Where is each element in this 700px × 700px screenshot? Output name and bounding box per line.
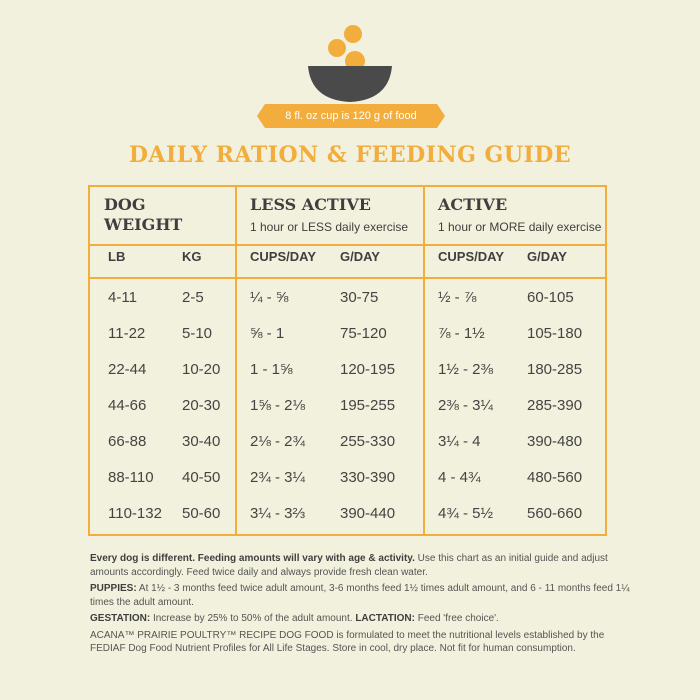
cell-kg: 50-60 (182, 505, 221, 522)
cell-g-less: 195-255 (340, 397, 396, 414)
cell-g-less: 30-75 (340, 289, 379, 306)
footer-product-note: ACANA™ PRAIRIE POULTRY™ RECIPE DOG FOOD … (90, 629, 605, 655)
feeding-table: DOG WEIGHT LESS ACTIVE 1 hour or LESS da… (88, 185, 607, 536)
table-row: 88-110 40-50 2¾ - 3¼ 330-390 4 - 4¾ 480-… (90, 463, 605, 493)
cell-kg: 30-40 (182, 433, 221, 450)
cell-cups-less: ⅝ - 1 (250, 325, 285, 342)
cell-cups-active: ⅞ - 1½ (438, 325, 485, 342)
table-row: 4-11 2-5 ¼ - ⅝ 30-75 ½ - ⅞ 60-105 (90, 283, 605, 313)
cell-g-active: 285-390 (527, 397, 583, 414)
footer-general-bold: Every dog is different. Feeding amounts … (90, 553, 415, 564)
footer-gestation-note: GESTATION: Increase by 25% to 50% of the… (90, 612, 630, 626)
cell-cups-active: 2⅜ - 3¼ (438, 397, 494, 414)
cell-kg: 2-5 (182, 289, 204, 306)
table-row: 11-22 5-10 ⅝ - 1 75-120 ⅞ - 1½ 105-180 (90, 319, 605, 349)
footer-gestation-text: Increase by 25% to 50% of the adult amou… (150, 613, 356, 624)
cell-cups-active: ½ - ⅞ (438, 289, 477, 306)
column-header-cups-active: CUPS/DAY (438, 249, 504, 264)
column-header-cups-less: CUPS/DAY (250, 249, 316, 264)
dog-weight-line1: DOG (104, 195, 146, 214)
footer-lactation-bold: LACTATION: (355, 613, 415, 624)
cell-lb: 66-88 (108, 433, 147, 450)
cell-g-less: 75-120 (340, 325, 387, 342)
table-divider (90, 277, 605, 279)
footer-lactation-text: Feed 'free choice'. (414, 613, 499, 624)
dog-weight-header: DOG WEIGHT (104, 195, 182, 235)
less-active-header: LESS ACTIVE (250, 195, 371, 214)
cell-cups-less: ¼ - ⅝ (250, 289, 289, 306)
cell-cups-less: 3¼ - 3⅔ (250, 505, 306, 522)
column-header-lb: LB (108, 249, 126, 264)
less-active-subtitle: 1 hour or LESS daily exercise (250, 220, 409, 234)
footer-general-note: Every dog is different. Feeding amounts … (90, 552, 630, 579)
cell-kg: 20-30 (182, 397, 221, 414)
footer-notes: Every dog is different. Feeding amounts … (90, 552, 630, 659)
cell-g-active: 560-660 (527, 505, 583, 522)
cell-g-less: 120-195 (340, 361, 396, 378)
cell-g-active: 480-560 (527, 469, 583, 486)
cell-lb: 22-44 (108, 361, 147, 378)
cell-lb: 44-66 (108, 397, 147, 414)
cell-kg: 5-10 (182, 325, 213, 342)
food-bowl-icon (305, 24, 395, 110)
cup-conversion-text: 8 fl. oz cup is 120 g of food (285, 110, 417, 122)
active-header: ACTIVE (438, 195, 508, 214)
table-row: 22-44 10-20 1 - 1⅝ 120-195 1½ - 2⅜ 180-2… (90, 355, 605, 385)
cell-g-active: 390-480 (527, 433, 583, 450)
cell-g-active: 180-285 (527, 361, 583, 378)
cell-cups-less: 1 - 1⅝ (250, 361, 293, 378)
cell-cups-active: 3¼ - 4 (438, 433, 481, 450)
footer-puppies-text: At 1½ - 3 months feed twice adult amount… (90, 583, 630, 608)
cell-cups-less: 2⅛ - 2¾ (250, 433, 306, 450)
cup-conversion-badge: 8 fl. oz cup is 120 g of food (257, 104, 445, 128)
column-header-g-active: G/DAY (527, 249, 567, 264)
column-header-g-less: G/DAY (340, 249, 380, 264)
table-row: 66-88 30-40 2⅛ - 2¾ 255-330 3¼ - 4 390-4… (90, 427, 605, 457)
footer-puppies-note: PUPPIES: At 1½ - 3 months feed twice adu… (90, 582, 630, 609)
cell-lb: 11-22 (108, 325, 146, 342)
cell-cups-active: 4¾ - 5½ (438, 505, 494, 522)
cell-cups-active: 1½ - 2⅜ (438, 361, 494, 378)
cell-lb: 88-110 (108, 469, 154, 486)
table-divider (235, 187, 237, 534)
table-divider (90, 244, 605, 246)
table-row: 44-66 20-30 1⅝ - 2⅛ 195-255 2⅜ - 3¼ 285-… (90, 391, 605, 421)
cell-kg: 40-50 (182, 469, 221, 486)
page-title: DAILY RATION & FEEDING GUIDE (128, 142, 572, 168)
cell-g-active: 105-180 (527, 325, 583, 342)
cell-g-less: 390-440 (340, 505, 396, 522)
table-row: 110-132 50-60 3¼ - 3⅔ 390-440 4¾ - 5½ 56… (90, 499, 605, 529)
active-subtitle: 1 hour or MORE daily exercise (438, 220, 602, 234)
footer-gestation-bold: GESTATION: (90, 613, 151, 624)
dog-weight-line2: WEIGHT (104, 215, 183, 234)
column-header-kg: KG (182, 249, 202, 264)
table-divider (423, 187, 425, 534)
footer-general-text: Use this chart as an initial guide and a… (90, 553, 608, 578)
cell-cups-active: 4 - 4¾ (438, 469, 481, 486)
cell-lb: 110-132 (108, 505, 162, 522)
cell-g-less: 255-330 (340, 433, 396, 450)
cell-kg: 10-20 (182, 361, 221, 378)
cell-g-active: 60-105 (527, 289, 574, 306)
footer-puppies-bold: PUPPIES: (90, 583, 137, 594)
cell-cups-less: 2¾ - 3¼ (250, 469, 306, 486)
cell-g-less: 330-390 (340, 469, 396, 486)
cell-cups-less: 1⅝ - 2⅛ (250, 397, 306, 414)
cell-lb: 4-11 (108, 289, 137, 306)
